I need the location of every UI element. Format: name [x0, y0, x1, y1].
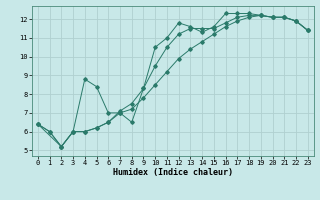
X-axis label: Humidex (Indice chaleur): Humidex (Indice chaleur)	[113, 168, 233, 177]
